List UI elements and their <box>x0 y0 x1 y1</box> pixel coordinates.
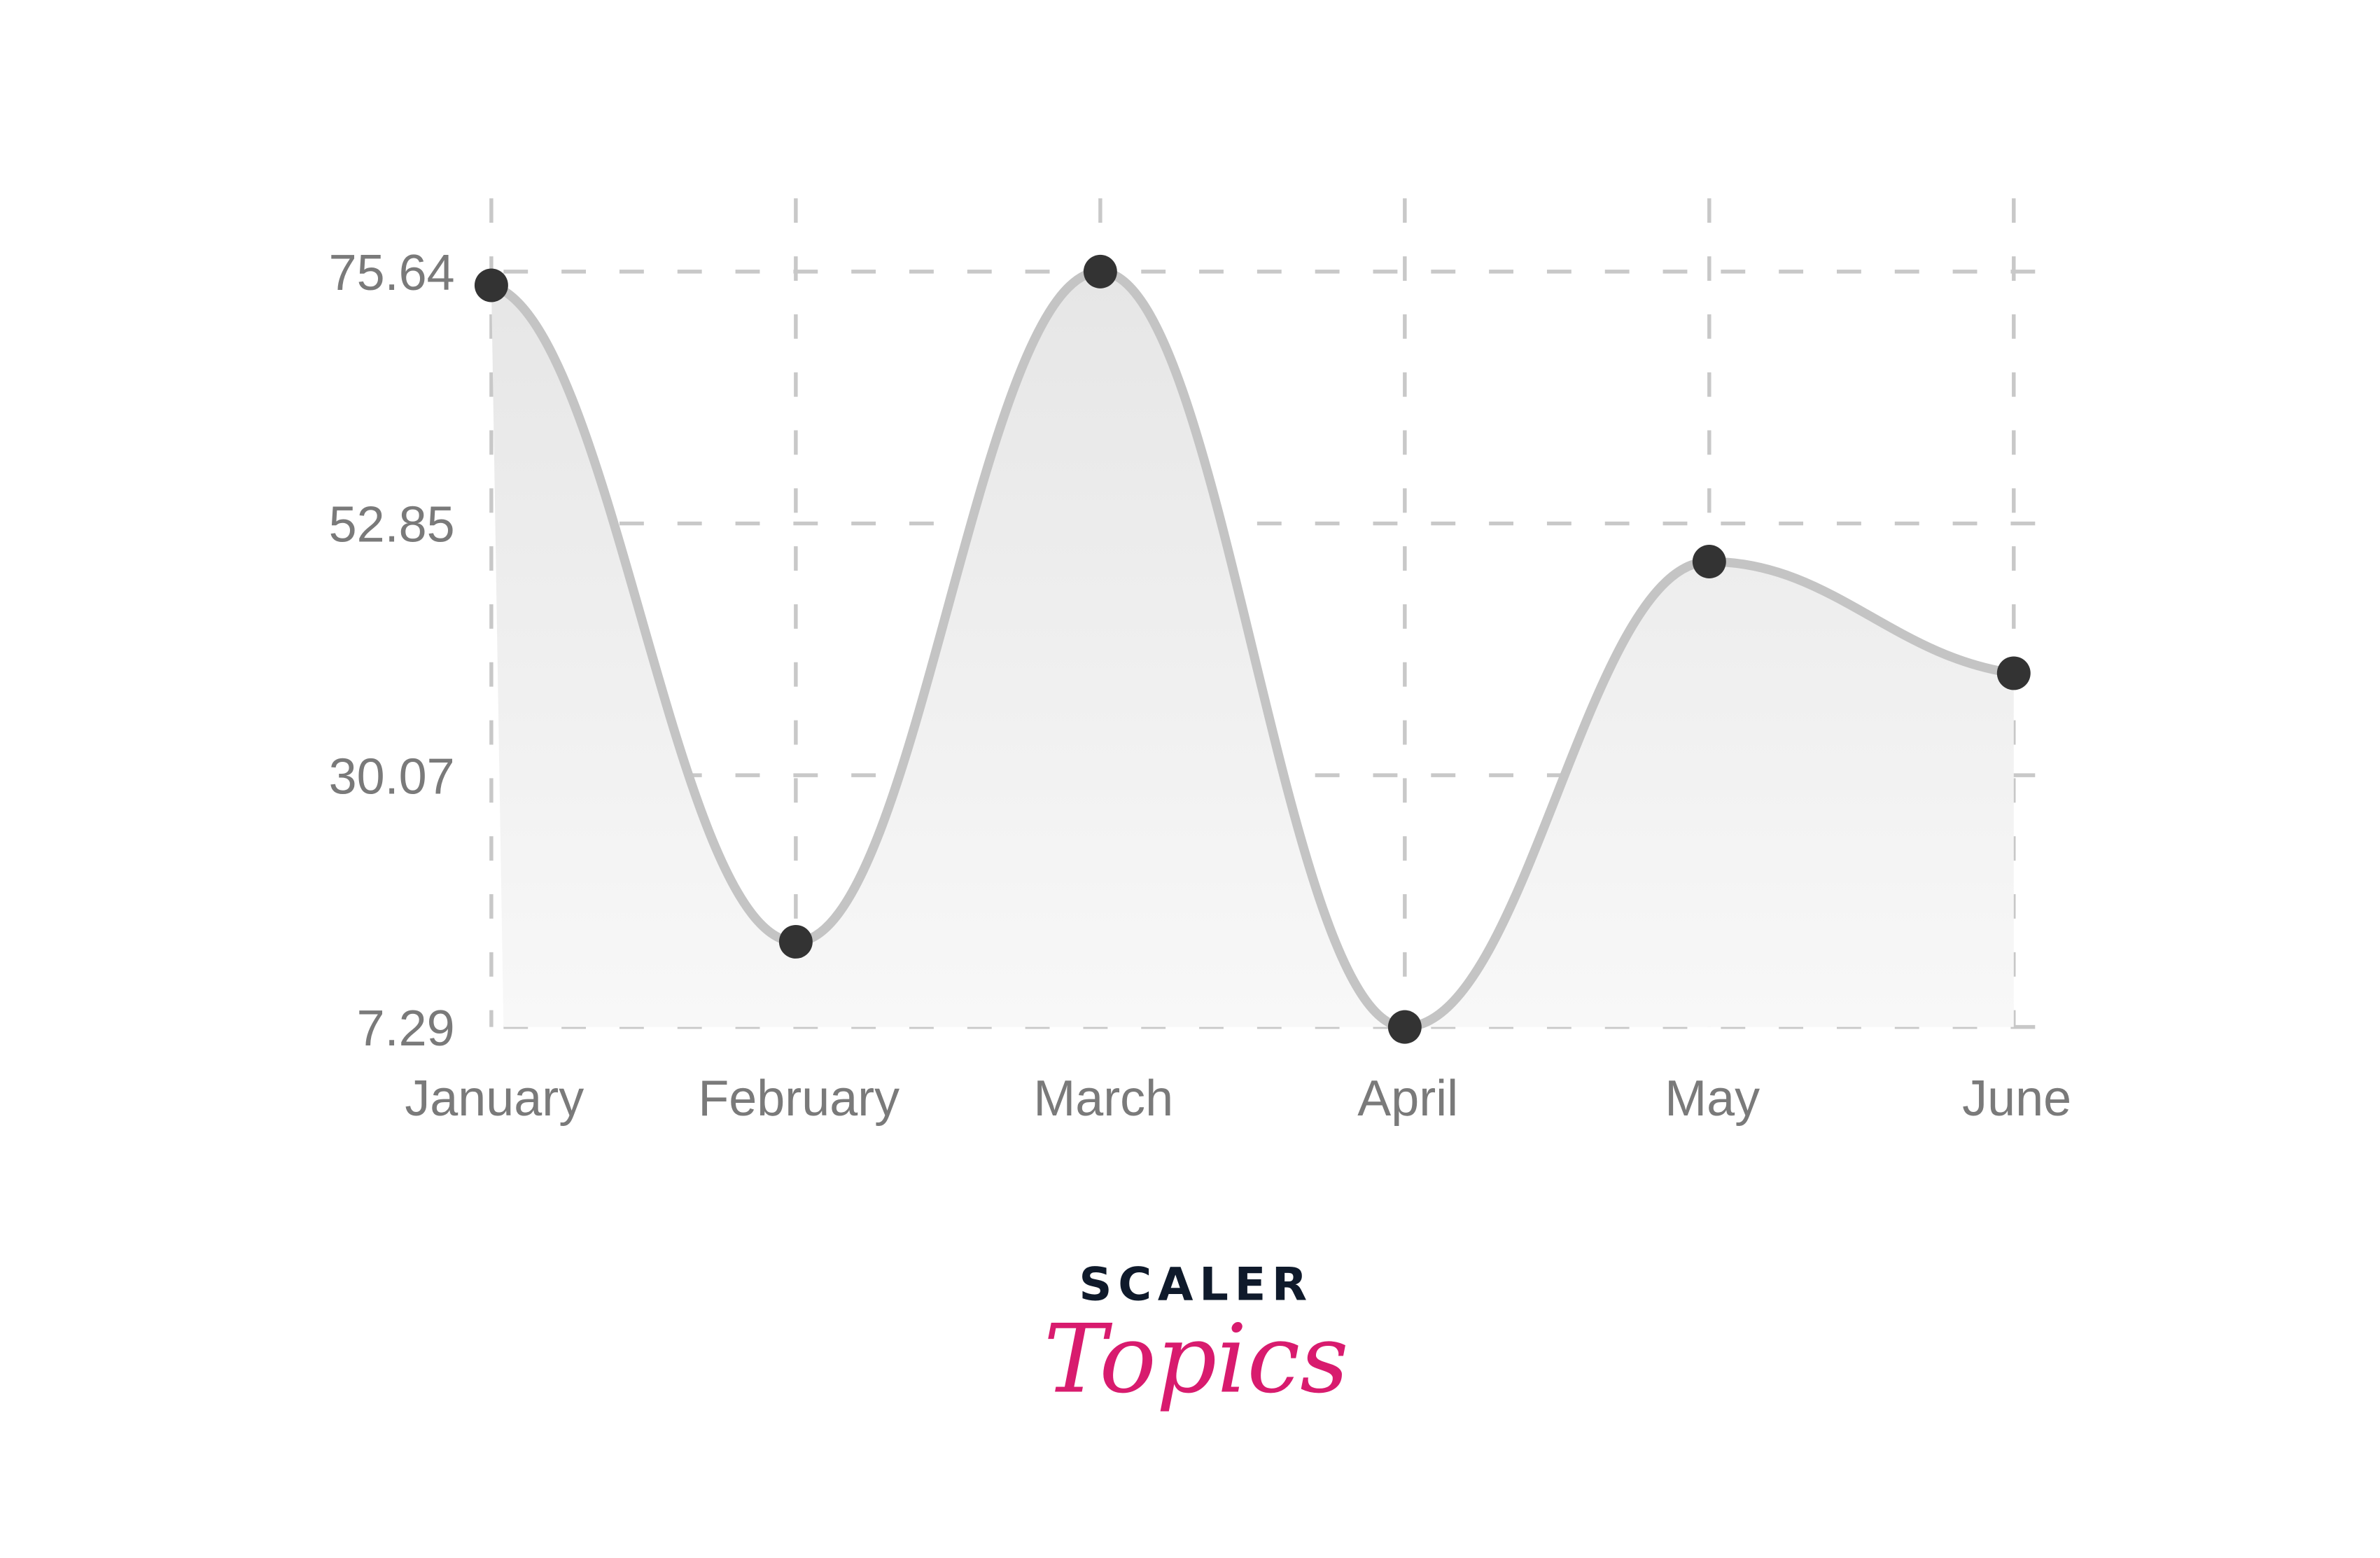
logo-topics-text: Topics <box>1044 1304 1349 1414</box>
x-tick-label: January <box>405 1071 584 1127</box>
data-point <box>778 924 813 959</box>
x-tick-label: May <box>1665 1071 1760 1127</box>
logo-scaler-text: SCALER <box>1079 1258 1313 1312</box>
data-point <box>1387 1010 1422 1044</box>
data-point <box>1692 545 1726 579</box>
y-tick-label: 75.64 <box>329 245 455 301</box>
y-tick-label: 30.07 <box>329 749 455 805</box>
y-tick-label: 7.29 <box>357 1001 455 1057</box>
series-line <box>486 267 2019 1032</box>
x-tick-label: March <box>1033 1071 1173 1127</box>
data-point <box>1996 656 2031 690</box>
x-tick-label: February <box>698 1071 899 1127</box>
data-point <box>1083 254 1117 288</box>
x-tick-label: April <box>1357 1071 1458 1127</box>
y-tick-label: 52.85 <box>329 497 455 553</box>
x-tick-label: June <box>1962 1071 2071 1127</box>
data-point <box>474 268 508 302</box>
scaler-topics-logo: SCALER Topics <box>1044 1258 1349 1414</box>
